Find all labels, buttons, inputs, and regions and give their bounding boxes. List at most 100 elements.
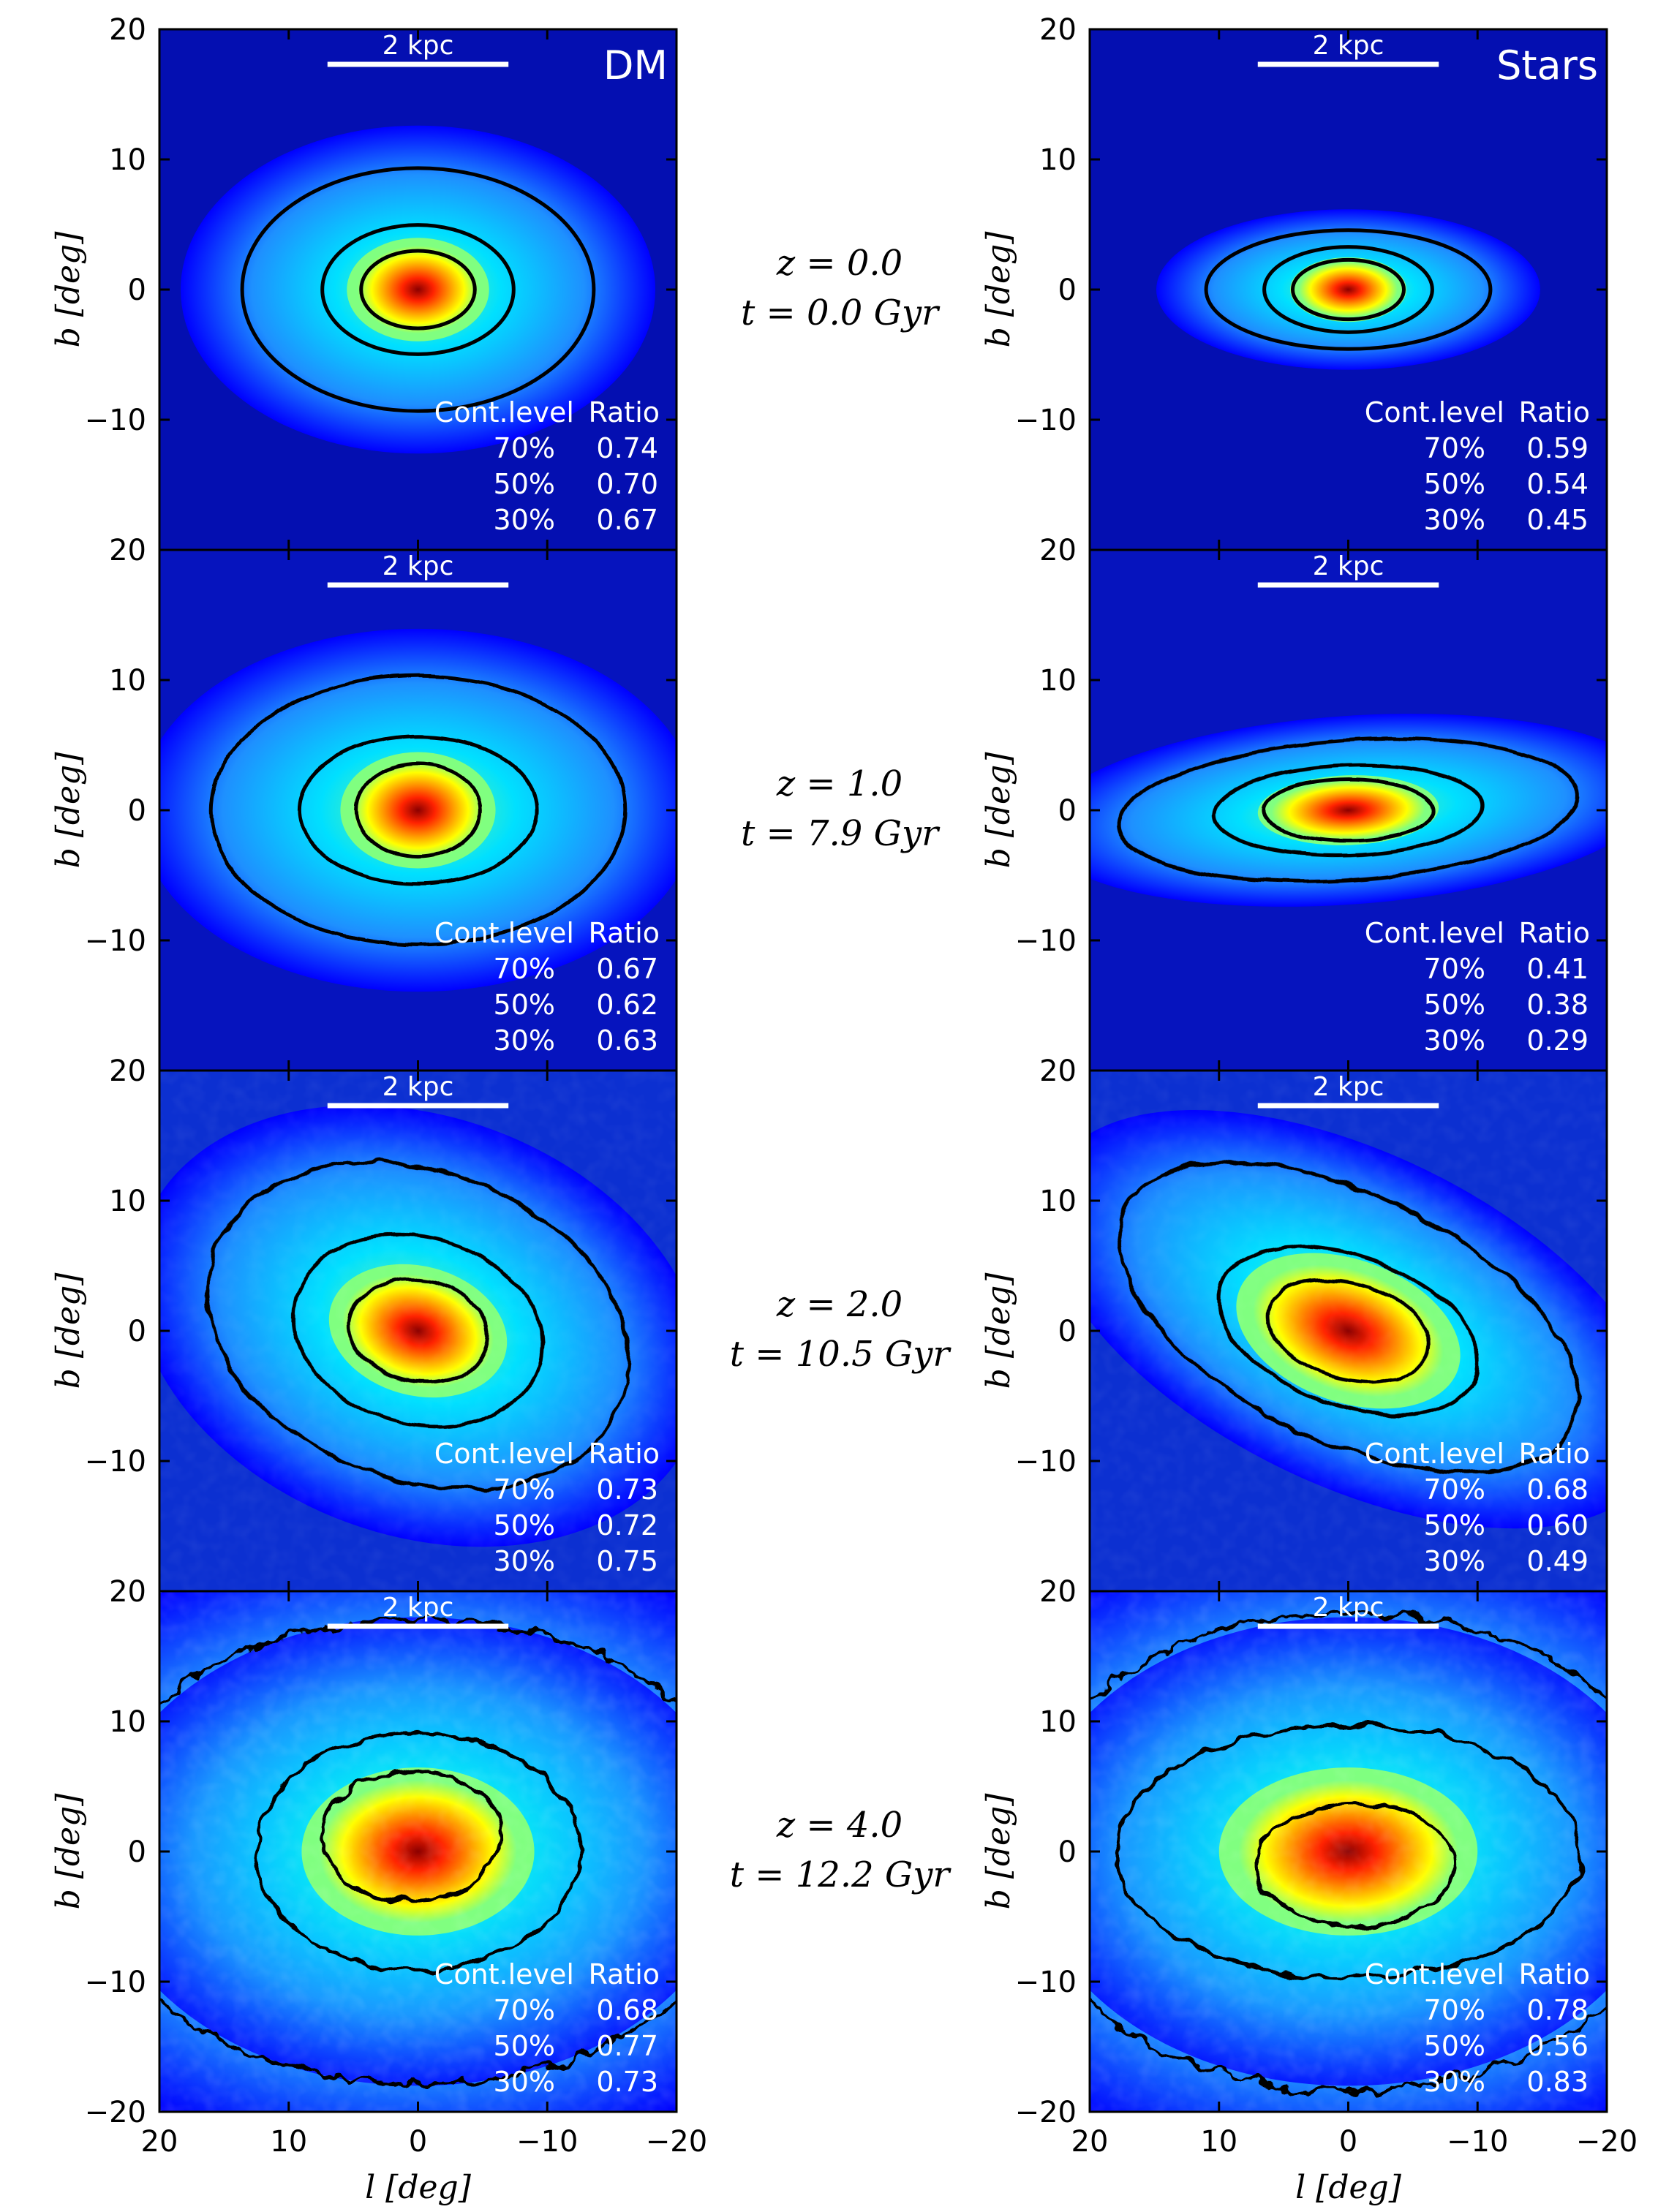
table-ratio: 0.70 bbox=[596, 468, 658, 500]
table-level: 30% bbox=[494, 1545, 555, 1577]
y-tick-label: 0 bbox=[128, 1835, 146, 1869]
density-core bbox=[1289, 257, 1407, 322]
y-tick-label: 20 bbox=[109, 1054, 146, 1088]
table-level: 50% bbox=[494, 468, 555, 500]
density-core bbox=[340, 752, 496, 869]
density-noise bbox=[159, 1591, 677, 2112]
density-core bbox=[1257, 775, 1439, 845]
y-tick-label: 10 bbox=[1039, 664, 1077, 698]
contour-30pct bbox=[1254, 1802, 1455, 1928]
scale-bar-label: 2 kpc bbox=[383, 1072, 454, 1102]
redshift-label: z = 2.0 bbox=[776, 1284, 903, 1325]
y-tick-label: 0 bbox=[1058, 794, 1077, 828]
table-ratio: 0.29 bbox=[1526, 1024, 1589, 1057]
table-level: 70% bbox=[494, 1994, 555, 2026]
contour-50pct bbox=[1212, 763, 1485, 858]
y-axis-label: b [deg] bbox=[50, 231, 87, 348]
table-header-level: Cont.level bbox=[434, 1438, 574, 1470]
table-header-ratio: Ratio bbox=[1518, 1438, 1590, 1470]
table-ratio: 0.59 bbox=[1526, 432, 1589, 464]
y-tick-label: −10 bbox=[1015, 924, 1077, 958]
table-level: 50% bbox=[1424, 468, 1485, 500]
table-header-level: Cont.level bbox=[434, 1958, 574, 1990]
x-axis-label: l [deg] bbox=[1295, 2169, 1402, 2206]
scale-bar-label: 2 kpc bbox=[1313, 1072, 1384, 1102]
x-axis-label: l [deg] bbox=[365, 2169, 472, 2206]
table-header-level: Cont.level bbox=[434, 396, 574, 429]
contour-30pct bbox=[1261, 777, 1436, 843]
y-axis-label: b [deg] bbox=[980, 1793, 1017, 1910]
column-label-stars: Stars bbox=[1496, 42, 1598, 88]
table-level: 70% bbox=[494, 953, 555, 985]
y-tick-label: 10 bbox=[109, 1705, 146, 1739]
x-tick-label: 0 bbox=[1339, 2125, 1357, 2159]
contour-50pct bbox=[1113, 1723, 1583, 1980]
panel-stars-row-3 bbox=[1090, 1071, 1607, 1591]
y-axis-label: b [deg] bbox=[50, 752, 87, 869]
table-ratio: 0.54 bbox=[1526, 468, 1589, 500]
y-axis-label: b [deg] bbox=[980, 231, 1017, 348]
table-ratio: 0.49 bbox=[1526, 1545, 1589, 1577]
contour-30pct bbox=[1290, 257, 1406, 322]
y-tick-label: 10 bbox=[1039, 1185, 1077, 1218]
y-tick-label: 20 bbox=[109, 13, 146, 47]
y-tick-label: 0 bbox=[128, 273, 146, 307]
contour-50pct bbox=[320, 223, 516, 356]
y-tick-label: 20 bbox=[109, 1575, 146, 1609]
x-tick-label: −20 bbox=[646, 2125, 707, 2159]
y-tick-label: −10 bbox=[85, 1966, 146, 1999]
y-axis-label: b [deg] bbox=[980, 1272, 1017, 1389]
panels bbox=[159, 29, 1607, 2112]
table-ratio: 0.63 bbox=[596, 1024, 658, 1057]
y-axis-label: b [deg] bbox=[980, 752, 1017, 869]
contour-50pct bbox=[1216, 1245, 1480, 1417]
time-label: t = 10.5 Gyr bbox=[730, 1334, 952, 1375]
panel-dm-row-3 bbox=[159, 1071, 677, 1591]
density-noise bbox=[1090, 1591, 1607, 2112]
table-header-level: Cont.level bbox=[1365, 1958, 1504, 1990]
density-noise bbox=[1090, 1071, 1607, 1591]
y-tick-label: 10 bbox=[109, 664, 146, 698]
redshift-label: z = 4.0 bbox=[776, 1805, 903, 1846]
density-noise bbox=[159, 1071, 677, 1591]
x-tick-label: 10 bbox=[1200, 2125, 1237, 2159]
table-ratio: 0.73 bbox=[596, 1473, 658, 1506]
table-header-level: Cont.level bbox=[434, 917, 574, 949]
y-tick-label: 0 bbox=[1058, 1315, 1077, 1348]
axes: 20 10 0 −10 b [deg] 20 10 0 −10 b [deg] 20 10 0 −10 b … bbox=[50, 13, 1638, 2206]
x-tick-label: 0 bbox=[409, 2125, 427, 2159]
column-label-dm: DM bbox=[603, 42, 668, 88]
table-header-ratio: Ratio bbox=[1518, 917, 1590, 949]
table-level: 70% bbox=[494, 1473, 555, 1506]
x-tick-label: 20 bbox=[1071, 2125, 1109, 2159]
contour-70pct bbox=[1117, 1160, 1580, 1475]
x-tick-label: −20 bbox=[1576, 2125, 1638, 2159]
y-tick-label: 20 bbox=[109, 534, 146, 567]
table-level: 70% bbox=[494, 432, 555, 464]
table-ratio: 0.68 bbox=[596, 1994, 658, 2026]
contour-70pct bbox=[205, 1160, 631, 1492]
time-label: t = 12.2 Gyr bbox=[730, 1854, 952, 1895]
contour-50pct bbox=[255, 1730, 581, 1973]
y-tick-label: 20 bbox=[1039, 1054, 1077, 1088]
table-level: 30% bbox=[494, 1024, 555, 1057]
table-header-level: Cont.level bbox=[1365, 1438, 1504, 1470]
scale-bar-label: 2 kpc bbox=[383, 1593, 454, 1623]
table-ratio: 0.56 bbox=[1526, 2030, 1589, 2062]
table-ratio: 0.74 bbox=[596, 432, 658, 464]
table-level: 50% bbox=[494, 2030, 555, 2062]
contour-30pct bbox=[359, 249, 477, 331]
y-tick-label: 0 bbox=[128, 1315, 146, 1348]
table-ratio: 0.41 bbox=[1526, 953, 1589, 985]
table-level: 70% bbox=[1424, 1473, 1485, 1506]
table-header-ratio: Ratio bbox=[588, 1438, 660, 1470]
x-tick-label: −10 bbox=[516, 2125, 578, 2159]
y-axis-label: b [deg] bbox=[50, 1272, 87, 1389]
y-tick-label: 10 bbox=[109, 1185, 146, 1218]
y-tick-label: 10 bbox=[109, 143, 146, 177]
scale-bar-label: 2 kpc bbox=[383, 31, 454, 61]
density-core bbox=[347, 238, 489, 341]
y-tick-label: 20 bbox=[1039, 13, 1077, 47]
x-tick-label: 10 bbox=[270, 2125, 307, 2159]
table-ratio: 0.83 bbox=[1526, 2066, 1589, 2098]
